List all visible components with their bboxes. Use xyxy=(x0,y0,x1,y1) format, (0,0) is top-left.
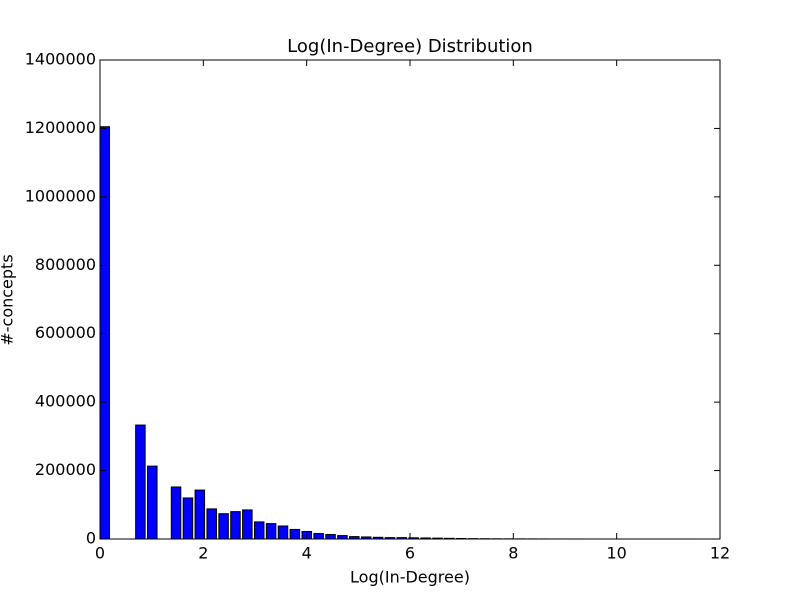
y-axis-label: #-concepts xyxy=(0,254,17,345)
y-tick-label: 1200000 xyxy=(25,118,96,137)
bar xyxy=(219,514,229,539)
y-tick-label: 400000 xyxy=(35,392,96,411)
x-tick-label: 10 xyxy=(606,544,626,563)
bar xyxy=(171,487,181,539)
bar xyxy=(148,466,158,539)
bar xyxy=(254,522,264,539)
x-tick-label: 12 xyxy=(710,544,730,563)
bar xyxy=(195,490,205,539)
x-tick-label: 6 xyxy=(405,544,415,563)
bar xyxy=(231,512,241,539)
y-tick-label: 800000 xyxy=(35,255,96,274)
bar xyxy=(183,498,193,539)
x-tick-label: 2 xyxy=(198,544,208,563)
bar xyxy=(338,536,348,539)
x-tick-label: 0 xyxy=(95,544,105,563)
bar xyxy=(136,425,146,539)
bar xyxy=(314,534,324,539)
bar xyxy=(326,535,336,539)
y-tick-label: 600000 xyxy=(35,323,96,342)
bar xyxy=(207,509,217,539)
bar xyxy=(278,526,288,539)
bar xyxy=(290,529,300,539)
y-tick-label: 200000 xyxy=(35,460,96,479)
y-tick-label: 1400000 xyxy=(25,50,96,69)
bar xyxy=(100,127,110,539)
x-tick-label: 4 xyxy=(302,544,312,563)
x-axis-label: Log(In-Degree) xyxy=(350,568,470,587)
y-tick-label: 1000000 xyxy=(25,186,96,205)
x-tick-label: 8 xyxy=(508,544,518,563)
bar xyxy=(266,524,276,539)
chart-title: Log(In-Degree) Distribution xyxy=(287,36,533,57)
bar xyxy=(243,510,253,539)
